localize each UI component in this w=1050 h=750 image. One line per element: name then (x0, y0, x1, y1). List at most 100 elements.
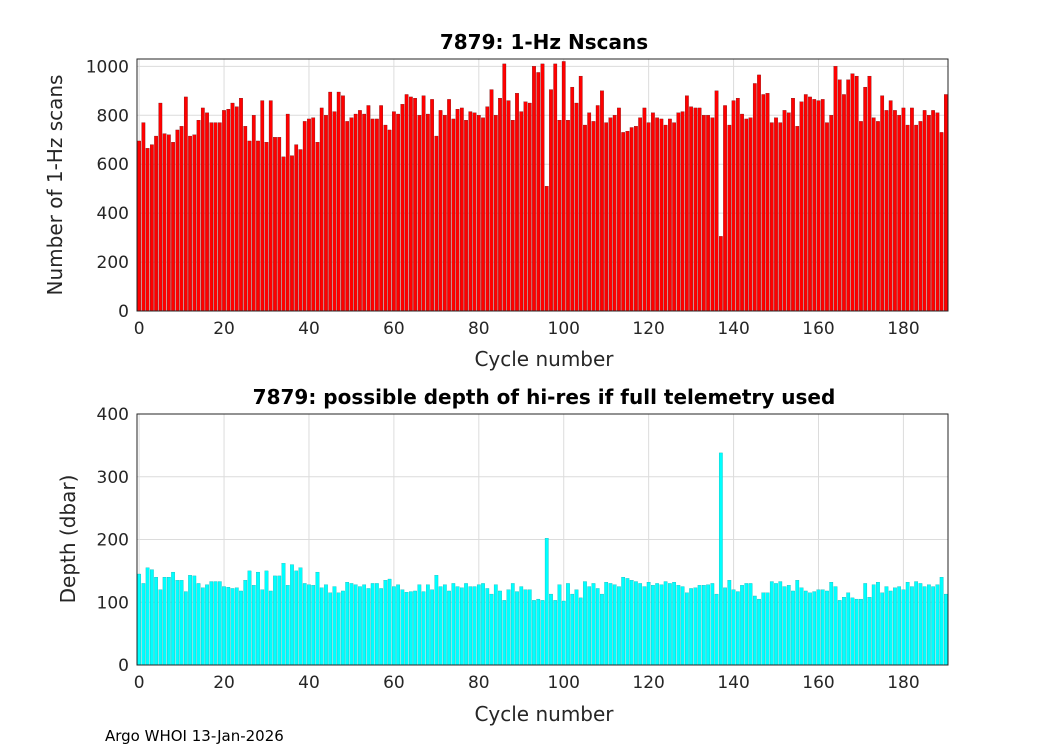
bar: Cycle 138: 123 (723, 588, 726, 665)
bar: Cycle 144: 130 (749, 583, 752, 665)
bar: Cycle 99: 128 (558, 585, 561, 665)
bar: Cycle 97: 905 (549, 90, 552, 311)
bar: Cycle 166: 885 (842, 94, 845, 311)
bar: Cycle 54: 122 (367, 588, 370, 665)
bar: Cycle 51: 128 (354, 585, 357, 665)
bar: Cycle 49: 775 (345, 121, 348, 311)
bar: Cycle 47: 895 (337, 92, 340, 311)
x-tick-label: 20 (213, 673, 235, 693)
bar: Cycle 166: 108 (842, 597, 845, 665)
bar: Cycle 29: 860 (261, 101, 264, 311)
bar: Cycle 180: 120 (902, 590, 905, 665)
bar: Cycle 72: 800 (443, 115, 446, 311)
bar: Cycle 7: 140 (167, 577, 170, 665)
bar: Cycle 94: 975 (537, 72, 540, 311)
bar: Cycle 24: 118 (239, 591, 242, 665)
bar: Cycle 6: 140 (163, 577, 166, 665)
bar: Cycle 0: 695 (137, 141, 140, 311)
bar: Cycle 109: 113 (600, 594, 603, 665)
bar: Cycle 33: 710 (278, 137, 281, 311)
bar: Cycle 173: 790 (872, 118, 875, 311)
bar: Cycle 49: 132 (345, 582, 348, 665)
bar: Cycle 190: 885 (944, 94, 947, 311)
x-tick-label: 40 (298, 319, 320, 339)
bar: Cycle 188: 128 (936, 585, 939, 665)
bar: Cycle 16: 810 (205, 113, 208, 311)
bar: Cycle 112: 800 (613, 115, 616, 311)
bar: Cycle 147: 885 (762, 94, 765, 311)
bar: Cycle 38: 155 (299, 568, 302, 665)
bar: Cycle 178: 123 (893, 588, 896, 665)
x-tick-labels: 020406080100120140160180 (134, 319, 920, 339)
bar: Cycle 83: 905 (490, 90, 493, 311)
bar: Cycle 171: 130 (864, 583, 867, 665)
bar: Cycle 93: 1000 (532, 66, 535, 311)
x-axis-label: Cycle number (474, 347, 614, 371)
bar: Cycle 6: 725 (163, 134, 166, 311)
x-tick-labels: 020406080100120140160180 (134, 673, 920, 693)
bar: Cycle 8: 148 (171, 572, 174, 665)
bar: Cycle 190: 113 (944, 594, 947, 665)
bar: Cycle 182: 830 (910, 108, 913, 311)
bar: Cycle 23: 835 (235, 107, 238, 311)
bar: Cycle 103: 120 (575, 590, 578, 665)
bar: Cycle 77: 130 (464, 583, 467, 665)
x-tick-label: 60 (383, 673, 405, 693)
bar: Cycle 35: 127 (286, 585, 289, 665)
bar: Cycle 67: 880 (422, 96, 425, 311)
bar: Cycle 90: 815 (520, 112, 523, 311)
bar: Cycle 39: 775 (303, 121, 306, 311)
bar: Cycle 44: 128 (324, 585, 327, 665)
bar: Cycle 183: 760 (914, 125, 917, 311)
bar: Cycle 141: 117 (736, 592, 739, 665)
bar: Cycle 174: 132 (876, 582, 879, 665)
bar: Cycle 175: 115 (880, 593, 883, 665)
bar: Cycle 107: 130 (592, 583, 595, 665)
x-tick-label: 120 (632, 673, 664, 693)
bar: Cycle 15: 830 (201, 108, 204, 311)
x-tick-label: 180 (887, 319, 919, 339)
bar: Cycle 65: 118 (413, 591, 416, 665)
bar: Cycle 155: 135 (796, 580, 799, 665)
y-tick-labels: 0100200300400 (97, 405, 129, 676)
bar: Cycle 133: 800 (702, 115, 705, 311)
bar: Cycle 188: 810 (936, 113, 939, 311)
bar: Cycle 116: 750 (630, 128, 633, 311)
bar: Cycle 150: 790 (774, 118, 777, 311)
bar: Cycle 108: 840 (596, 105, 599, 311)
x-tick-label: 140 (717, 673, 749, 693)
bar: Cycle 20: 820 (222, 110, 225, 311)
bar: Cycle 59: 137 (388, 579, 391, 665)
bar: Cycle 41: 790 (312, 118, 315, 311)
bar: Cycle 186: 128 (927, 585, 930, 665)
bar: Cycle 86: 1010 (503, 64, 506, 311)
bar: Cycle 35: 805 (286, 114, 289, 311)
chart-nscans: 7879: 1-Hz Nscans Cycle 0: 695Cycle 1: 7… (43, 30, 948, 371)
bar: Cycle 117: 755 (634, 126, 637, 311)
bar: Cycle 153: 810 (787, 113, 790, 311)
bar: Cycle 139: 135 (728, 580, 731, 665)
bar: Cycle 123: 128 (660, 585, 663, 665)
bar: Cycle 69: 865 (430, 99, 433, 311)
bar: Cycle 189: 730 (940, 132, 943, 311)
bar: Cycle 164: 1000 (834, 66, 837, 311)
bar: Cycle 13: 142 (193, 576, 196, 665)
bar: Cycle 83: 113 (490, 594, 493, 665)
bar: Cycle 144: 790 (749, 118, 752, 311)
x-tick-label: 60 (383, 319, 405, 339)
bar: Cycle 155: 755 (796, 126, 799, 311)
bar: Cycle 30: 150 (265, 571, 268, 665)
chart-title: 7879: possible depth of hi-res if full t… (253, 385, 836, 409)
bar: Cycle 27: 800 (252, 115, 255, 311)
bar: Cycle 138: 840 (723, 105, 726, 311)
bar: Cycle 189: 140 (940, 577, 943, 665)
bar: Cycle 21: 825 (227, 109, 230, 311)
bar: Cycle 137: 338 (719, 453, 722, 665)
bar: Cycle 92: 850 (528, 103, 531, 311)
bar: Cycle 73: 118 (447, 591, 450, 665)
bar: Cycle 139: 760 (728, 125, 731, 311)
bar: Cycle 88: 130 (511, 583, 514, 665)
y-tick-label: 100 (97, 593, 129, 613)
bar: Cycle 16: 128 (205, 585, 208, 665)
bar: Cycle 12: 143 (188, 575, 191, 665)
